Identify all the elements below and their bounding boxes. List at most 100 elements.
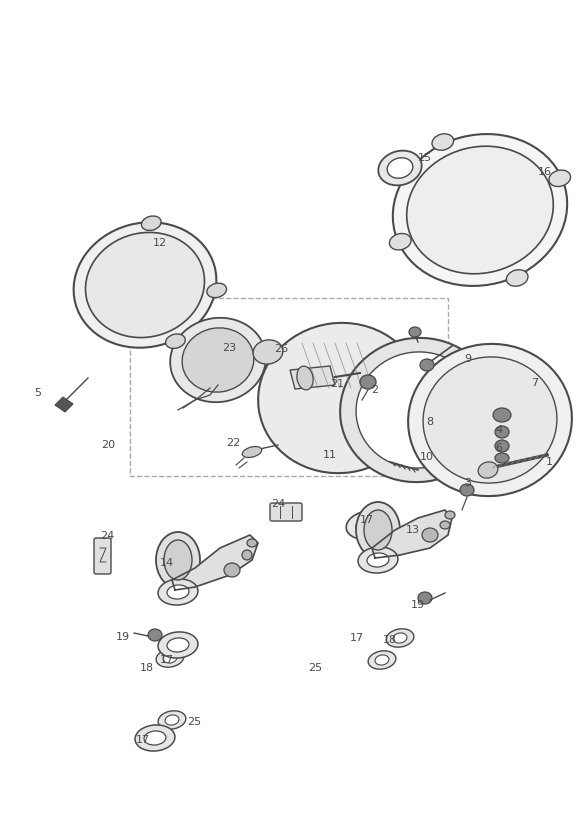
Ellipse shape <box>142 216 161 231</box>
Ellipse shape <box>156 648 184 667</box>
Ellipse shape <box>460 484 474 496</box>
Polygon shape <box>290 366 335 389</box>
Ellipse shape <box>445 511 455 519</box>
Ellipse shape <box>420 359 434 371</box>
Ellipse shape <box>158 579 198 605</box>
Text: 25: 25 <box>187 717 201 727</box>
Text: 17: 17 <box>160 655 174 665</box>
Text: 4: 4 <box>496 425 503 435</box>
Text: 6: 6 <box>496 443 503 453</box>
Text: 16: 16 <box>538 167 552 177</box>
Text: 5: 5 <box>34 388 41 398</box>
Text: 14: 14 <box>160 558 174 568</box>
Ellipse shape <box>258 323 422 473</box>
Ellipse shape <box>507 269 528 286</box>
Ellipse shape <box>73 222 216 348</box>
Ellipse shape <box>346 511 390 539</box>
Ellipse shape <box>495 453 509 463</box>
Ellipse shape <box>495 426 509 438</box>
Text: 23: 23 <box>222 343 236 353</box>
Text: 8: 8 <box>426 417 434 427</box>
Text: 26: 26 <box>274 344 288 354</box>
Text: 18: 18 <box>383 635 397 645</box>
Bar <box>130 298 448 476</box>
Ellipse shape <box>167 638 189 652</box>
Text: 17: 17 <box>360 515 374 525</box>
Text: 21: 21 <box>330 379 344 389</box>
Ellipse shape <box>356 517 380 533</box>
Ellipse shape <box>423 357 557 483</box>
Ellipse shape <box>297 366 313 390</box>
Ellipse shape <box>418 592 432 604</box>
Ellipse shape <box>367 553 389 567</box>
Ellipse shape <box>170 318 266 402</box>
Text: 2: 2 <box>371 385 378 395</box>
Ellipse shape <box>407 146 553 274</box>
Ellipse shape <box>378 151 422 185</box>
Text: 1: 1 <box>546 457 553 467</box>
Ellipse shape <box>393 134 567 286</box>
Ellipse shape <box>478 461 498 478</box>
Ellipse shape <box>148 629 162 641</box>
Text: 17: 17 <box>136 735 150 745</box>
Ellipse shape <box>243 447 262 457</box>
Ellipse shape <box>242 550 252 560</box>
FancyBboxPatch shape <box>270 503 302 521</box>
Ellipse shape <box>358 547 398 573</box>
Text: 17: 17 <box>350 633 364 643</box>
Ellipse shape <box>493 408 511 422</box>
Text: 9: 9 <box>465 354 472 364</box>
Ellipse shape <box>549 170 571 186</box>
Ellipse shape <box>368 651 396 669</box>
Polygon shape <box>55 397 73 412</box>
FancyBboxPatch shape <box>94 538 111 574</box>
Ellipse shape <box>386 629 414 647</box>
Text: 12: 12 <box>153 238 167 248</box>
Text: 24: 24 <box>271 499 285 509</box>
Ellipse shape <box>167 585 189 599</box>
Ellipse shape <box>364 510 392 550</box>
Text: 20: 20 <box>101 440 115 450</box>
Text: 13: 13 <box>406 525 420 535</box>
Text: 25: 25 <box>308 663 322 673</box>
Ellipse shape <box>495 440 509 452</box>
Ellipse shape <box>393 633 407 643</box>
Text: 18: 18 <box>140 663 154 673</box>
Ellipse shape <box>166 334 185 349</box>
Ellipse shape <box>409 327 421 337</box>
Ellipse shape <box>156 532 200 588</box>
Ellipse shape <box>182 328 254 392</box>
Ellipse shape <box>360 375 376 389</box>
Ellipse shape <box>356 352 480 468</box>
Text: 10: 10 <box>420 452 434 462</box>
Ellipse shape <box>375 655 389 665</box>
Text: 3: 3 <box>465 478 472 488</box>
Ellipse shape <box>247 539 257 547</box>
Text: 7: 7 <box>532 378 539 388</box>
Ellipse shape <box>165 715 179 725</box>
Text: 15: 15 <box>418 153 432 163</box>
Ellipse shape <box>387 157 413 178</box>
Ellipse shape <box>144 731 166 745</box>
Text: 19: 19 <box>411 600 425 610</box>
Ellipse shape <box>440 521 450 529</box>
Ellipse shape <box>340 338 496 482</box>
Polygon shape <box>372 510 452 558</box>
Text: 22: 22 <box>226 438 240 448</box>
Text: 24: 24 <box>100 531 114 541</box>
Ellipse shape <box>389 233 411 250</box>
Ellipse shape <box>158 632 198 658</box>
Ellipse shape <box>224 563 240 577</box>
Ellipse shape <box>164 540 192 580</box>
Text: 11: 11 <box>323 450 337 460</box>
Ellipse shape <box>135 725 175 751</box>
Ellipse shape <box>356 502 400 558</box>
Polygon shape <box>172 535 258 590</box>
Ellipse shape <box>207 283 227 297</box>
Ellipse shape <box>422 528 438 542</box>
Ellipse shape <box>86 232 205 338</box>
Text: 19: 19 <box>116 632 130 642</box>
Ellipse shape <box>158 711 186 729</box>
Ellipse shape <box>163 653 177 663</box>
Ellipse shape <box>432 133 454 150</box>
